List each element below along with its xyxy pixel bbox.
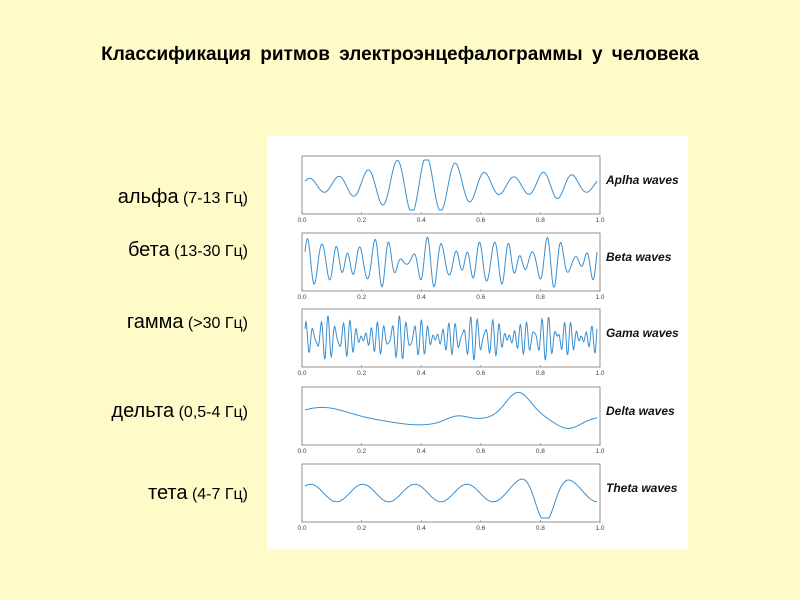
label-gamma-range: (>30 Гц) [187,315,248,332]
x-tick-label: 0.2 [357,217,366,224]
x-tick-label: 0.4 [417,217,426,224]
wave-plot-beta: 0.0 0.2 0.4 0.6 0.8 1.0 Beta waves [297,232,672,301]
x-tick-label: 0.2 [357,370,366,377]
label-theta-name: тета [148,482,188,504]
label-gamma: гамма (>30 Гц) [127,311,248,334]
wave-label-alpha: Aplha waves [605,173,679,187]
label-alpha-name: альфа [117,186,179,208]
label-beta-name: бета [127,239,170,261]
waveform-gamma [304,315,598,361]
label-gamma-name: гамма [126,311,184,333]
wave-plot-delta: 0.0 0.2 0.4 0.6 0.8 1.0 Delta waves [297,386,675,455]
label-alpha-range: (7-13 Гц) [183,190,248,207]
x-tick-label: 0.6 [476,525,485,532]
x-tick-label: 0.4 [417,525,426,532]
x-tick-label: 0.6 [476,217,485,224]
x-tick-label: 0.6 [476,448,485,455]
x-tick-label: 0.0 [297,370,306,377]
plot-frame-gamma [301,308,601,368]
waveform-delta [304,391,598,429]
x-tick-label: 0.8 [536,370,545,377]
x-tick-label: 0.2 [357,448,366,455]
x-tick-label: 1.0 [595,525,604,532]
label-beta: бета (13-30 Гц) [128,239,248,262]
x-tick-label: 0.6 [476,370,485,377]
x-tick-label: 0.4 [417,294,426,301]
x-tick-label: 0.8 [536,294,545,301]
waveform-alpha [304,159,598,211]
wave-label-gamma: Gama waves [606,326,679,340]
label-theta-range: (4-7 Гц) [191,486,248,503]
x-tick-label: 0.0 [297,525,306,532]
x-tick-label: 0.8 [536,217,545,224]
plot-frame-alpha [301,155,601,215]
x-tick-label: 0.6 [476,294,485,301]
waveform-beta [304,236,598,288]
plot-frame-delta [301,386,601,446]
x-tick-label: 0.0 [297,217,306,224]
label-delta-name: дельта [111,400,175,422]
wave-label-beta: Beta waves [606,250,672,264]
slide-title: Классификация ритмов электроэнцефалограм… [101,44,699,65]
eeg-waves-figure: 0.0 0.2 0.4 0.6 0.8 1.0 Aplha waves 0.0 0.2 0.4 0.… [267,136,688,549]
label-delta-range: (0,5-4 Гц) [178,404,248,421]
label-beta-range: (13-30 Гц) [174,243,248,260]
wave-plot-alpha: 0.0 0.2 0.4 0.6 0.8 1.0 Aplha waves [297,155,679,224]
label-alpha: альфа (7-13 Гц) [118,186,248,209]
wave-plot-theta: 0.0 0.2 0.4 0.6 0.8 1.0 Theta waves [297,463,678,532]
wave-label-delta: Delta waves [606,404,675,418]
x-tick-label: 0.2 [357,525,366,532]
x-tick-label: 0.2 [357,294,366,301]
label-delta: дельта (0,5-4 Гц) [111,400,248,423]
x-tick-label: 1.0 [595,448,604,455]
x-tick-label: 0.8 [536,448,545,455]
x-tick-label: 1.0 [595,217,604,224]
x-tick-label: 0.0 [297,294,306,301]
x-tick-label: 1.0 [595,294,604,301]
x-tick-label: 0.8 [536,525,545,532]
waveform-theta [304,478,598,519]
wave-plot-gamma: 0.0 0.2 0.4 0.6 0.8 1.0 Gama waves [297,308,679,377]
x-tick-label: 0.4 [417,448,426,455]
label-theta: тета (4-7 Гц) [148,482,248,505]
x-tick-label: 0.0 [297,448,306,455]
x-tick-label: 0.4 [417,370,426,377]
x-tick-label: 1.0 [595,370,604,377]
plot-frame-theta [301,463,601,523]
wave-label-theta: Theta waves [606,481,678,495]
